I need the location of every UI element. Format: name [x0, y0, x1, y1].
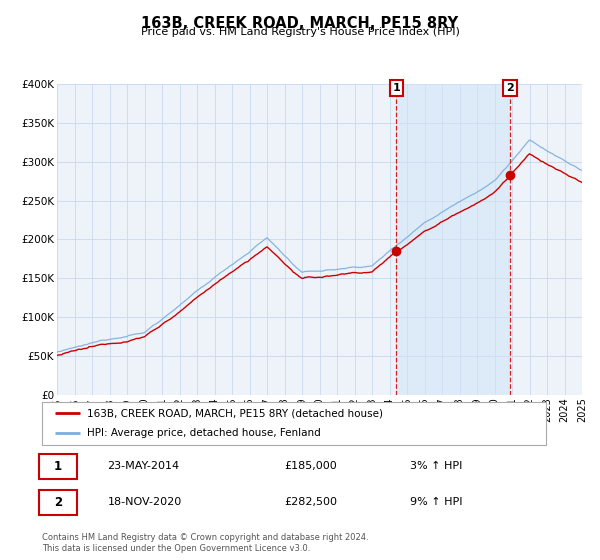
Text: £185,000: £185,000 — [284, 461, 337, 472]
Text: £282,500: £282,500 — [284, 497, 337, 507]
Text: Price paid vs. HM Land Registry's House Price Index (HPI): Price paid vs. HM Land Registry's House … — [140, 27, 460, 37]
Bar — [397, 84, 510, 395]
Text: 2: 2 — [506, 83, 514, 93]
FancyBboxPatch shape — [42, 402, 546, 445]
Text: 2: 2 — [54, 496, 62, 509]
Text: Contains HM Land Registry data © Crown copyright and database right 2024.
This d: Contains HM Land Registry data © Crown c… — [42, 533, 368, 553]
Text: 163B, CREEK ROAD, MARCH, PE15 8RY (detached house): 163B, CREEK ROAD, MARCH, PE15 8RY (detac… — [88, 408, 383, 418]
FancyBboxPatch shape — [40, 490, 77, 515]
Text: HPI: Average price, detached house, Fenland: HPI: Average price, detached house, Fenl… — [88, 428, 321, 438]
Text: 1: 1 — [392, 83, 400, 93]
Text: 9% ↑ HPI: 9% ↑ HPI — [410, 497, 463, 507]
FancyBboxPatch shape — [40, 454, 77, 479]
Text: 23-MAY-2014: 23-MAY-2014 — [107, 461, 179, 472]
Text: 3% ↑ HPI: 3% ↑ HPI — [410, 461, 462, 472]
Text: 163B, CREEK ROAD, MARCH, PE15 8RY: 163B, CREEK ROAD, MARCH, PE15 8RY — [142, 16, 458, 31]
Text: 18-NOV-2020: 18-NOV-2020 — [107, 497, 182, 507]
Text: 1: 1 — [54, 460, 62, 473]
